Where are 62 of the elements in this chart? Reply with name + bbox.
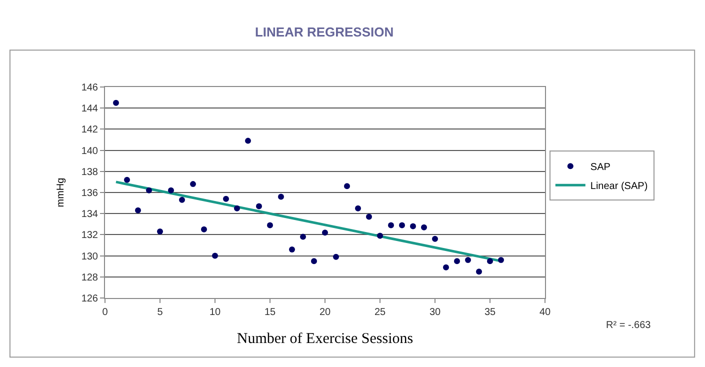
y-tick-label: 136 [81,188,98,199]
point [333,254,339,260]
point [443,264,449,270]
text: R² = -.663 [606,320,652,331]
point [234,205,240,212]
point [399,222,405,228]
point [157,228,163,235]
point [432,236,438,242]
x-tick-label: 0 [102,307,108,318]
y-tick-label: 146 [81,82,98,94]
y-tick-label: 144 [81,104,98,115]
x-tick-label: 20 [319,307,331,318]
point [377,232,383,239]
point [421,224,427,230]
x-tick-label: 5 [157,307,164,318]
x-tick-label: 30 [429,307,441,318]
point [256,203,262,210]
point [190,181,196,188]
point [245,138,251,144]
y-tick-label: 134 [81,209,98,220]
x-tick-label: 10 [209,307,221,318]
y-tick-label: 128 [81,272,98,284]
point [168,187,174,194]
y-tick-label: 138 [81,166,98,178]
y-tick-label: 142 [81,124,98,136]
point [146,187,152,194]
point [278,194,284,200]
x-axis-title: Number of Exercise Sessions [236,331,414,347]
chart-title: LINEAR REGRESSION [254,24,394,40]
y-tick-label: 140 [81,146,98,157]
legend-label: Linear (SAP) [590,181,648,192]
point [113,100,119,106]
point [223,196,229,202]
point [344,183,350,190]
point [267,222,273,228]
point [366,214,372,220]
point [201,226,207,232]
y-tick-label: 130 [81,251,98,262]
point [135,207,141,214]
point [388,222,394,228]
x-tick-label: 35 [484,307,496,318]
x-tick-label: 15 [264,307,276,318]
point [300,234,306,240]
point [322,230,328,236]
point [454,258,460,264]
y-axis-title: mmHg [55,178,66,208]
point [410,223,416,230]
point [311,258,317,264]
point [355,205,361,212]
y-tick-label: 126 [81,294,98,304]
point [124,176,130,183]
point [487,258,493,264]
point [289,246,295,252]
point [179,196,185,203]
y-tick-label: 132 [81,230,98,242]
x-tick-label: 40 [539,307,551,318]
x-tick-label: 25 [374,307,386,318]
point [212,252,218,259]
legend-label: SAP [590,162,611,174]
point [498,257,504,264]
point [465,257,471,264]
point [476,268,482,275]
